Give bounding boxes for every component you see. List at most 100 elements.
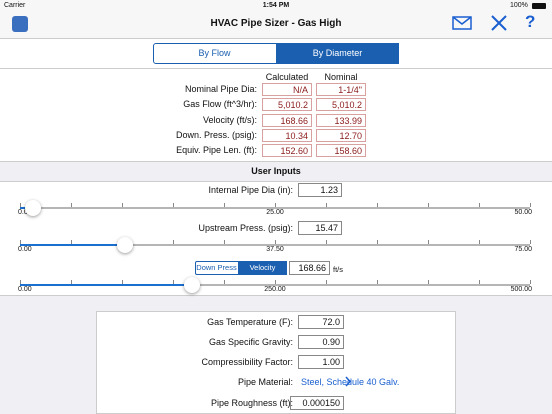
slider-tick — [428, 240, 429, 244]
properties-group — [96, 311, 456, 414]
input-label: Gas Specific Gravity: — [208, 337, 293, 347]
nav-title: HVAC Pipe Sizer - Gas High — [210, 18, 342, 29]
material-label: Pipe Material: — [237, 377, 293, 387]
slider-tick — [326, 203, 327, 207]
slider-tick — [377, 280, 378, 284]
slider-tick — [20, 203, 21, 207]
slider-thumb[interactable] — [117, 237, 134, 253]
input-field[interactable]: 72.0 — [298, 315, 344, 329]
slider-tick — [173, 203, 174, 207]
slider-tick — [224, 280, 225, 284]
slider-label: 37.50 — [266, 246, 284, 253]
slider-fill — [20, 284, 193, 286]
input-label: Pipe Roughness (ft): — [210, 398, 293, 408]
slider-tick — [275, 280, 276, 284]
slider-tick — [71, 280, 72, 284]
slider-tick — [428, 203, 429, 207]
slider-tick — [479, 240, 480, 244]
input-field[interactable]: 1.23 — [298, 183, 342, 197]
slider-tick — [275, 203, 276, 207]
carrier: Carrier — [4, 2, 26, 9]
slider-tick — [530, 203, 531, 207]
slider-tick — [224, 203, 225, 207]
slider-tick — [122, 203, 123, 207]
slider-tick — [71, 240, 72, 244]
input-label: Gas Temperature (F): — [207, 317, 293, 327]
app-icon[interactable] — [12, 16, 28, 32]
input-field[interactable]: 15.47 — [298, 221, 342, 235]
input-label: Compressibility Factor: — [201, 357, 293, 367]
column-header: Calculated — [265, 72, 309, 82]
nav-bar — [0, 0, 552, 39]
input-field[interactable]: 0.90 — [298, 335, 344, 349]
tab-velocity[interactable]: Velocity — [238, 261, 287, 275]
slider-thumb[interactable] — [24, 200, 41, 216]
tab-down-press[interactable]: Down Press — [196, 263, 237, 272]
nominal-value: 158.60 — [316, 144, 366, 158]
slider-tick — [530, 280, 531, 284]
unit: ft/s — [333, 265, 344, 274]
column-header: Nominal — [324, 72, 358, 82]
calculated-value: N/A — [262, 83, 312, 96]
slider-tick — [275, 240, 276, 244]
slider-tick — [530, 240, 531, 244]
nominal-value: 12.70 — [316, 128, 366, 142]
tab-by-flow[interactable]: By Flow — [198, 48, 231, 58]
slider-tick — [326, 280, 327, 284]
slider-tick — [20, 240, 21, 244]
row-label: Down. Press. (psig): — [175, 129, 257, 140]
calculated-value: 10.34 — [262, 128, 312, 142]
tools-icon[interactable] — [490, 14, 508, 32]
row-label: Gas Flow (ft^3/hr): — [183, 99, 257, 110]
section-header: User Inputs — [0, 161, 552, 182]
battery-icon — [532, 3, 546, 9]
tab-by-diameter[interactable]: By Diameter — [276, 43, 399, 64]
calculated-value: 5,010.2 — [262, 98, 312, 112]
slider-label: 75.00 — [514, 246, 532, 253]
slider-tick — [173, 240, 174, 244]
battery: 100% — [510, 2, 528, 9]
nominal-value: 1-1/4" — [316, 83, 366, 96]
slider-fill — [20, 244, 126, 246]
slider-tick — [377, 240, 378, 244]
slider-label: 50.00 — [514, 209, 532, 216]
slider-tick — [224, 240, 225, 244]
slider-tick — [71, 203, 72, 207]
input-field[interactable]: 1.00 — [298, 355, 344, 369]
slider-tick — [377, 203, 378, 207]
mail-icon[interactable] — [452, 15, 472, 31]
slider-tick — [20, 280, 21, 284]
row-label: Nominal Pipe Dia: — [184, 84, 257, 94]
row-label: Equiv. Pipe Len. (ft): — [176, 145, 257, 156]
slider-label: 250.00 — [264, 286, 286, 293]
slider-thumb[interactable] — [184, 277, 201, 293]
slider-tick — [326, 240, 327, 244]
row-label: Velocity (ft/s): — [202, 114, 257, 125]
nominal-value: 5,010.2 — [316, 98, 366, 112]
calculated-value: 152.60 — [262, 144, 312, 158]
slider-label: 0.00 — [18, 246, 32, 253]
slider-tick — [122, 280, 123, 284]
calculated-value: 168.66 — [262, 113, 312, 127]
input-field[interactable]: 0.000150 — [290, 396, 344, 410]
slider-track — [20, 284, 530, 286]
slider-track — [20, 207, 530, 209]
time: 1:54 PM — [262, 2, 290, 9]
slider-tick — [428, 280, 429, 284]
slider-tick — [479, 280, 480, 284]
slider-label: 0.00 — [18, 286, 32, 293]
slider-label: 500.00 — [510, 286, 532, 293]
slider-label: 25.00 — [266, 209, 284, 216]
divider — [0, 68, 552, 69]
input-field[interactable]: 168.66 — [289, 261, 330, 275]
chevron[interactable] — [344, 376, 352, 387]
slider-tick — [479, 203, 480, 207]
slider-tick — [173, 280, 174, 284]
help-button[interactable]: ? — [525, 12, 536, 31]
input-label: Upstream Press. (psig): — [198, 223, 293, 233]
slider-track — [20, 244, 530, 246]
slider-label: 0.00 — [18, 209, 32, 216]
nominal-value: 133.99 — [316, 113, 366, 127]
input-label: Internal Pipe Dia (in): — [208, 185, 293, 195]
